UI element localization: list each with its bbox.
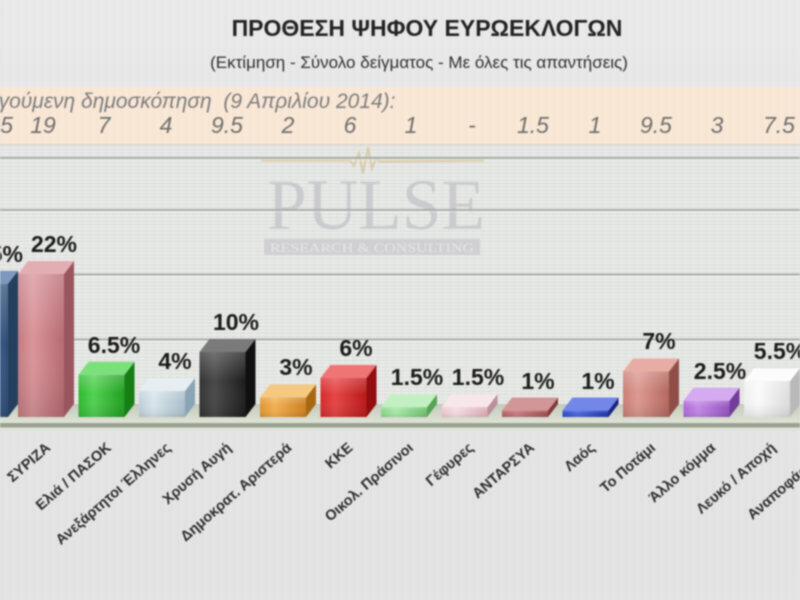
svg-text:PULSE: PULSE	[267, 165, 485, 245]
svg-text:RESEARCH & CONSULTING: RESEARCH & CONSULTING	[270, 240, 474, 255]
